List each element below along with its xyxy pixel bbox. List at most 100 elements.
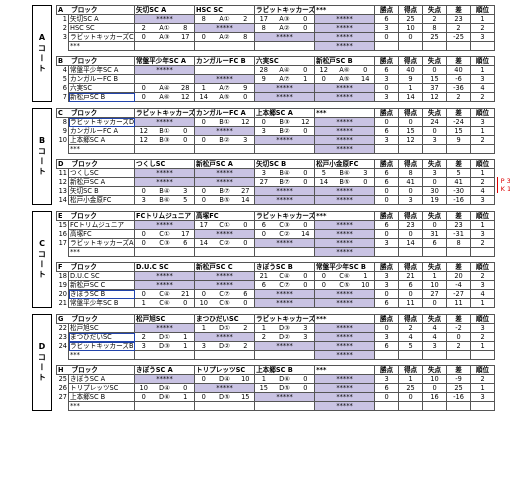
match-score: B① (212, 117, 237, 127)
row-number (57, 42, 69, 51)
stat: 2 (470, 374, 496, 384)
stat (374, 350, 400, 360)
stat: 8 (398, 168, 424, 178)
stat: 4 (470, 289, 496, 299)
team-row: 21 常盤平少年SC B 1 C⑥ 0 10 C⑤ 0 ***** ***** 6 11 0 11 1 (57, 298, 496, 308)
stat: 0 (398, 186, 424, 196)
stat: 1 (470, 383, 496, 393)
row-number: 10 (58, 136, 67, 144)
match-score: 0 (194, 374, 213, 384)
stat: 3 (374, 135, 400, 145)
team-name: きぼうSC A (68, 374, 135, 384)
stat-header: 得点 (398, 108, 424, 118)
team-name: ラビットキッカーズB (67, 341, 136, 351)
block: D ブロック つくしSC 新松戸SC A 矢切SC B 松戸小金原FC 勝点 得点 失点差順位 1… (55, 159, 510, 205)
stat-header: 勝点 (374, 159, 400, 169)
block: H ブロック きぼうSC A トリプレッツSC 上本郷SC B *** 勝点 得点 失点差順位 2… (56, 365, 496, 411)
match-score: C③ (152, 238, 177, 248)
match-score: C⑦ (212, 289, 237, 299)
match-score: 14 (236, 195, 256, 205)
stat: 2 (446, 23, 472, 33)
row-number (57, 351, 69, 360)
stat-header: 差 (446, 262, 472, 272)
stat: 6 (374, 126, 400, 136)
stat: 1 (470, 341, 496, 351)
no-match: ***** (134, 323, 196, 333)
match-score: 0 (314, 271, 333, 281)
match-score: 0 (176, 135, 195, 145)
stat (470, 144, 496, 154)
block-letter: A (58, 6, 64, 14)
no-match: ***** (194, 229, 256, 239)
row-number: 4 (62, 66, 67, 75)
stat: 2 (446, 341, 472, 351)
stat (446, 247, 472, 257)
match-score: A③ (152, 32, 177, 42)
stat: 1 (398, 374, 424, 384)
team-name: カンガルーFC A (68, 126, 135, 136)
team-row: 26 トリプレッツSC 10 D④ 0 ***** 15 D⑤ 0 ***** 6 25 0 25 1 (57, 383, 496, 393)
stat (374, 401, 400, 411)
match-score: A① (152, 23, 177, 33)
stat-header: 得点 (398, 5, 424, 15)
stat: 31 (422, 229, 448, 239)
match-score: C② (272, 229, 297, 239)
stat: 25 (398, 383, 424, 393)
match-score: 21 (254, 271, 273, 281)
match-score: D② (212, 341, 237, 351)
match-score: C⑤ (332, 280, 357, 290)
match-score: 12 (296, 117, 316, 127)
stat (422, 350, 448, 360)
stat-header: 順位 (470, 211, 496, 221)
no-match: ***** (134, 168, 196, 178)
empty-cell (134, 41, 196, 51)
stat: 40 (446, 65, 471, 75)
match-score: 0 (296, 126, 316, 136)
stat: 3 (422, 341, 448, 351)
stat: 3 (374, 23, 400, 33)
no-match: ***** (254, 238, 316, 248)
stat: 1 (470, 298, 496, 308)
stat: 0 (398, 229, 424, 239)
stat: 0 (422, 126, 448, 136)
match-score: B④ (272, 168, 297, 178)
row-number: 22 (58, 324, 67, 333)
stat: 6 (374, 168, 400, 178)
match-score: 9 (236, 83, 255, 93)
match-score: A⑤ (332, 74, 357, 84)
stat-header: 勝点 (374, 108, 400, 118)
row-number: 5 (62, 75, 67, 83)
no-match: ***** (194, 177, 256, 187)
no-match: ***** (254, 32, 316, 42)
stat: 3 (374, 92, 399, 102)
stat: 12 (422, 92, 447, 102)
team-row: 8 ラビットキッカーズD ***** 0 B① 12 0 B③ 12 ***** 0 0 24 -24 3 (57, 117, 496, 127)
match-score: 0 (134, 229, 153, 239)
team-row: 25 きぼうSC A ***** 0 D④ 10 1 D⑥ 0 ***** 3 1 10 -9 2 (57, 374, 496, 384)
team-name: 矢切SC A (67, 14, 136, 24)
match-score: 0 (176, 298, 196, 308)
row-number: 8 (62, 118, 67, 127)
stat-header: 順位 (470, 365, 496, 375)
stat-header: 順位 (470, 314, 496, 324)
no-match: ***** (134, 280, 196, 290)
block: F ブロック D.U.C SC 新松戸SC C きぼうSC B 常盤平少年SC B 勝点 得点… (55, 262, 496, 308)
stat: 3 (374, 238, 400, 248)
stat: -27 (446, 289, 472, 299)
match-score: 3 (296, 332, 316, 342)
match-score: 0 (134, 32, 153, 42)
empty-cell (134, 74, 195, 84)
empty-cell (134, 144, 195, 154)
team-row: 17 ラビットキッカーズA 0 C③ 6 14 C② 0 ***** ***** 3 14 6 8 2 (57, 238, 496, 248)
team-header: ラビットキッカーズD (134, 108, 195, 118)
court: Cコート E ブロック FCトリムジュニア 高塚FC ラビットキッカーズA *** 勝点 得点失… (32, 211, 496, 308)
team-name: 松戸旭SC (67, 323, 136, 333)
team-name: *** (68, 401, 135, 411)
block-letter: E (58, 212, 63, 220)
team-name: 上本郷SC B (68, 392, 135, 402)
team-header: D.U.C SC (134, 262, 196, 272)
match-score: 2 (254, 332, 273, 342)
team-header: ラビットキッカーズC (254, 5, 316, 15)
stat: 2 (446, 92, 471, 102)
stat: 4 (470, 186, 496, 196)
